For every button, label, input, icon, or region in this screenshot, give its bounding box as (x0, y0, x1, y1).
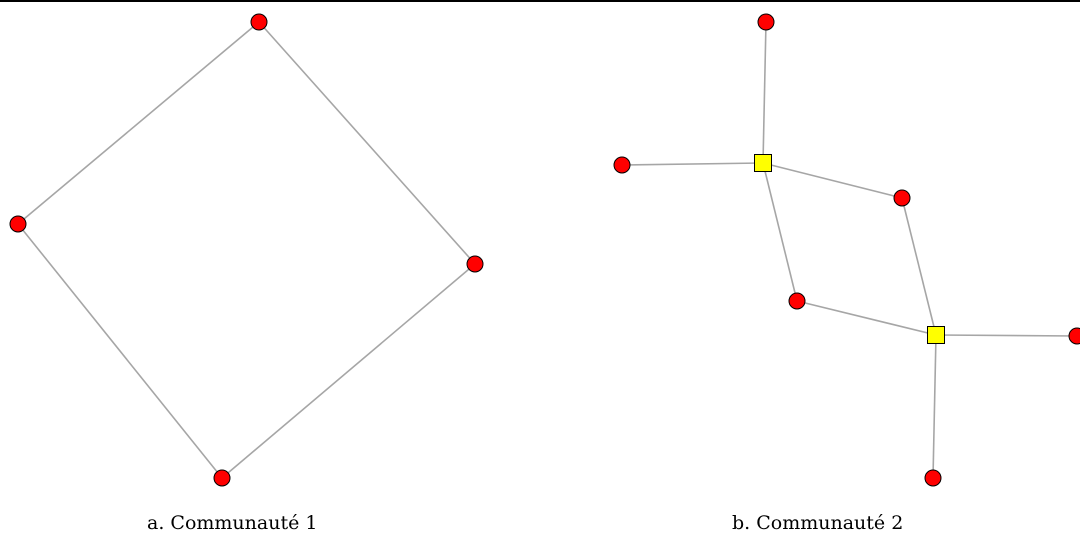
node-communaute-2-c2 (614, 157, 630, 173)
node-communaute-1-n2 (467, 256, 483, 272)
edge-communaute-2-s2-c6 (933, 335, 936, 478)
node-communaute-2-c1 (758, 14, 774, 30)
edge-communaute-1-n3-n4 (18, 224, 222, 478)
node-communaute-1-n3 (214, 470, 230, 486)
node-communaute-2-c3 (894, 190, 910, 206)
edge-communaute-2-s2-c5 (936, 335, 1077, 336)
edge-communaute-2-s1-c2 (622, 163, 763, 165)
edge-communaute-2-s1-c1 (763, 22, 766, 163)
edge-communaute-2-c4-s2 (797, 301, 936, 335)
node-communaute-2-c4 (789, 293, 805, 309)
node-communaute-1-n4 (10, 216, 26, 232)
edge-communaute-1-n2-n3 (222, 264, 475, 478)
node-layer (10, 14, 1080, 486)
node-communaute-2-c6 (925, 470, 941, 486)
edge-communaute-2-c3-s2 (902, 198, 936, 335)
caption-communaute-1: a. Communauté 1 (147, 512, 317, 534)
node-communaute-2-s1 (755, 155, 772, 172)
edge-layer (18, 22, 1077, 478)
caption-communaute-2: b. Communauté 2 (732, 512, 903, 534)
edge-communaute-2-s1-c3 (763, 163, 902, 198)
node-communaute-2-c5 (1069, 328, 1080, 344)
edge-communaute-1-n4-n1 (18, 22, 259, 224)
node-communaute-2-s2 (928, 327, 945, 344)
edge-communaute-1-n1-n2 (259, 22, 475, 264)
edge-communaute-2-s1-c4 (763, 163, 797, 301)
node-communaute-1-n1 (251, 14, 267, 30)
